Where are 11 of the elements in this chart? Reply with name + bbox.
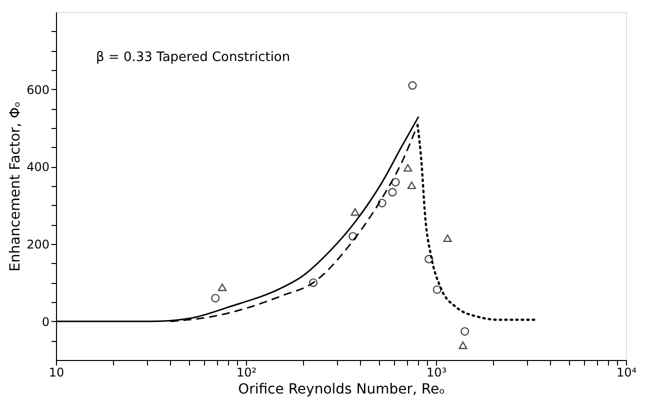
y-tick-label: 200 <box>26 238 50 252</box>
y-tick-label: 0 <box>42 314 50 329</box>
x-tick-label: 10 <box>48 366 64 380</box>
annotation: β = 0.33 Tapered Constriction <box>96 50 290 65</box>
y-tick-label: 400 <box>26 160 50 174</box>
x-tick-label: 10² <box>236 366 257 380</box>
x-tick-label: 10³ <box>426 366 447 380</box>
y-tick-label: 600 <box>26 82 50 97</box>
x-tick-label: 10⁴ <box>616 366 637 380</box>
x-axis-title: Orifice Reynolds Number, Reₒ <box>238 382 445 398</box>
y-axis-title: Enhancement Factor, Φₒ <box>8 102 24 272</box>
